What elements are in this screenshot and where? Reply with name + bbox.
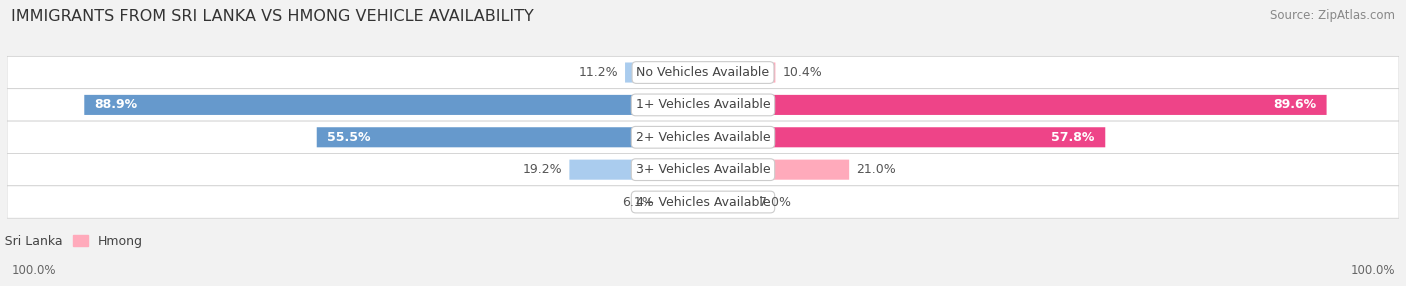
Text: 6.1%: 6.1% <box>621 196 654 208</box>
FancyBboxPatch shape <box>7 89 1399 121</box>
FancyBboxPatch shape <box>661 192 703 212</box>
Text: No Vehicles Available: No Vehicles Available <box>637 66 769 79</box>
FancyBboxPatch shape <box>7 56 1399 89</box>
Legend: Immigrants from Sri Lanka, Hmong: Immigrants from Sri Lanka, Hmong <box>0 235 143 248</box>
Text: 100.0%: 100.0% <box>1350 265 1395 277</box>
Text: 3+ Vehicles Available: 3+ Vehicles Available <box>636 163 770 176</box>
Text: 19.2%: 19.2% <box>523 163 562 176</box>
FancyBboxPatch shape <box>703 192 752 212</box>
Text: Source: ZipAtlas.com: Source: ZipAtlas.com <box>1270 9 1395 21</box>
FancyBboxPatch shape <box>703 127 1105 147</box>
Text: IMMIGRANTS FROM SRI LANKA VS HMONG VEHICLE AVAILABILITY: IMMIGRANTS FROM SRI LANKA VS HMONG VEHIC… <box>11 9 534 23</box>
FancyBboxPatch shape <box>316 127 703 147</box>
FancyBboxPatch shape <box>7 154 1399 186</box>
Text: 1+ Vehicles Available: 1+ Vehicles Available <box>636 98 770 112</box>
FancyBboxPatch shape <box>569 160 703 180</box>
Text: 2+ Vehicles Available: 2+ Vehicles Available <box>636 131 770 144</box>
Text: 7.0%: 7.0% <box>759 196 790 208</box>
FancyBboxPatch shape <box>703 160 849 180</box>
FancyBboxPatch shape <box>703 95 1327 115</box>
Text: 89.6%: 89.6% <box>1272 98 1316 112</box>
Text: 21.0%: 21.0% <box>856 163 896 176</box>
Text: 57.8%: 57.8% <box>1052 131 1095 144</box>
FancyBboxPatch shape <box>626 62 703 83</box>
FancyBboxPatch shape <box>84 95 703 115</box>
Text: 88.9%: 88.9% <box>94 98 138 112</box>
Text: 11.2%: 11.2% <box>578 66 619 79</box>
Text: 55.5%: 55.5% <box>328 131 371 144</box>
Text: 10.4%: 10.4% <box>782 66 823 79</box>
FancyBboxPatch shape <box>7 186 1399 218</box>
FancyBboxPatch shape <box>703 62 775 83</box>
Text: 4+ Vehicles Available: 4+ Vehicles Available <box>636 196 770 208</box>
FancyBboxPatch shape <box>7 121 1399 154</box>
Text: 100.0%: 100.0% <box>11 265 56 277</box>
